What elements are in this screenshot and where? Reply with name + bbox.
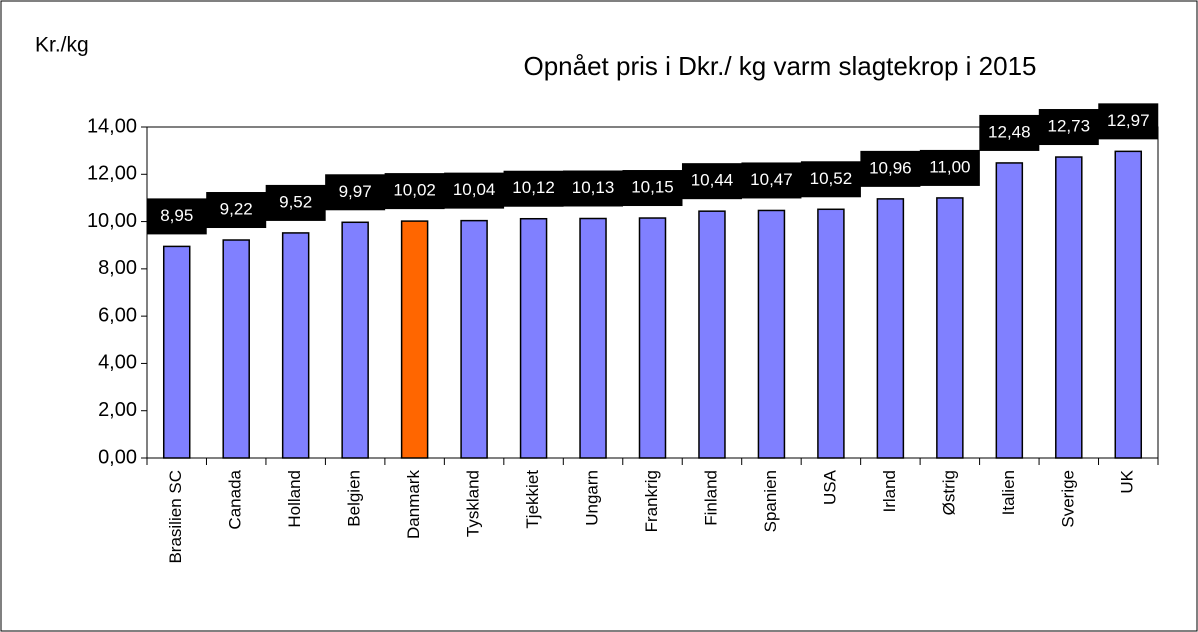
bar [222, 239, 250, 459]
chart-title: Opnået pris i Dkr./ kg varm slagtekrop i… [523, 51, 1036, 81]
value-label: 9,22 [220, 199, 253, 218]
y-axis-label: Kr./kg [35, 34, 89, 57]
value-label-box [919, 149, 980, 186]
y-tick-label: 4,00 [98, 352, 137, 374]
value-label: 10,47 [750, 170, 793, 189]
value-label-box [325, 174, 386, 211]
value-label-box [741, 162, 802, 199]
x-tick-label: USA [820, 469, 839, 505]
bar [698, 210, 726, 459]
value-label: 8,95 [160, 206, 193, 225]
value-label: 12,73 [1048, 117, 1091, 136]
value-label-box [563, 170, 624, 207]
bar [817, 208, 845, 459]
x-tick-label: Irland [880, 470, 899, 513]
bar [757, 209, 786, 459]
x-tick-label: Danmark [404, 470, 423, 539]
x-tick-label: Østrig [939, 470, 958, 515]
value-label-box [384, 173, 445, 210]
x-tick-label: Brasilien SC [166, 470, 185, 564]
value-label: 12,48 [988, 122, 1031, 141]
x-tick-label: Italien [999, 470, 1018, 515]
value-label-box [1098, 103, 1159, 140]
x-tick-label: Tjekkiet [523, 470, 542, 529]
x-tick-label: Ungarn [583, 470, 602, 526]
bar [400, 220, 429, 459]
bar [281, 232, 310, 459]
value-label: 10,13 [572, 178, 615, 197]
bar [1055, 156, 1083, 459]
y-tick-label: 10,00 [87, 210, 137, 232]
bar [519, 217, 548, 459]
value-label: 9,97 [339, 182, 372, 201]
x-tick-label: UK [1118, 469, 1137, 493]
bar [876, 198, 905, 459]
bar [162, 245, 191, 459]
y-tick-label: 0,00 [98, 446, 137, 468]
value-label: 10,15 [631, 178, 674, 197]
bar [995, 162, 1024, 459]
value-label: 9,52 [279, 192, 312, 211]
x-tick-label: Sverige [1058, 470, 1077, 528]
x-tick-label: Belgien [345, 470, 364, 527]
value-label: 10,44 [691, 171, 734, 190]
value-label: 10,04 [453, 180, 496, 199]
bar [579, 217, 607, 459]
value-label-box [860, 150, 921, 187]
bar [341, 221, 369, 459]
value-label-box [622, 170, 683, 207]
value-label: 10,52 [810, 169, 853, 188]
bar [936, 197, 964, 459]
bar [638, 217, 667, 459]
x-tick-label: Finland [701, 470, 720, 526]
y-tick-label: 2,00 [98, 399, 137, 421]
x-tick-label: Holland [285, 470, 304, 528]
bar [460, 219, 488, 459]
x-tick-label: Frankrig [642, 470, 661, 532]
value-label-box [800, 161, 861, 198]
x-tick-label: Canada [226, 469, 245, 529]
x-tick-label: Spanien [761, 470, 780, 532]
value-label-box [503, 170, 564, 207]
value-label-box [206, 192, 267, 229]
bar [1114, 150, 1143, 459]
value-label: 10,12 [512, 178, 555, 197]
y-tick-label: 12,00 [87, 163, 137, 185]
value-label-box [444, 172, 505, 209]
x-tick-label: Tyskland [464, 470, 483, 537]
value-label-box [146, 198, 207, 235]
value-label-box [979, 114, 1040, 151]
value-label: 10,02 [393, 181, 436, 200]
value-label-box [1038, 109, 1099, 146]
value-label-box [265, 184, 326, 221]
y-tick-label: 6,00 [98, 304, 137, 326]
value-label-box [681, 163, 742, 200]
y-tick-label: 14,00 [87, 115, 137, 137]
value-label: 10,96 [869, 158, 912, 177]
value-label: 12,97 [1107, 111, 1150, 130]
value-label: 11,00 [929, 157, 970, 176]
y-tick-label: 8,00 [98, 257, 137, 279]
